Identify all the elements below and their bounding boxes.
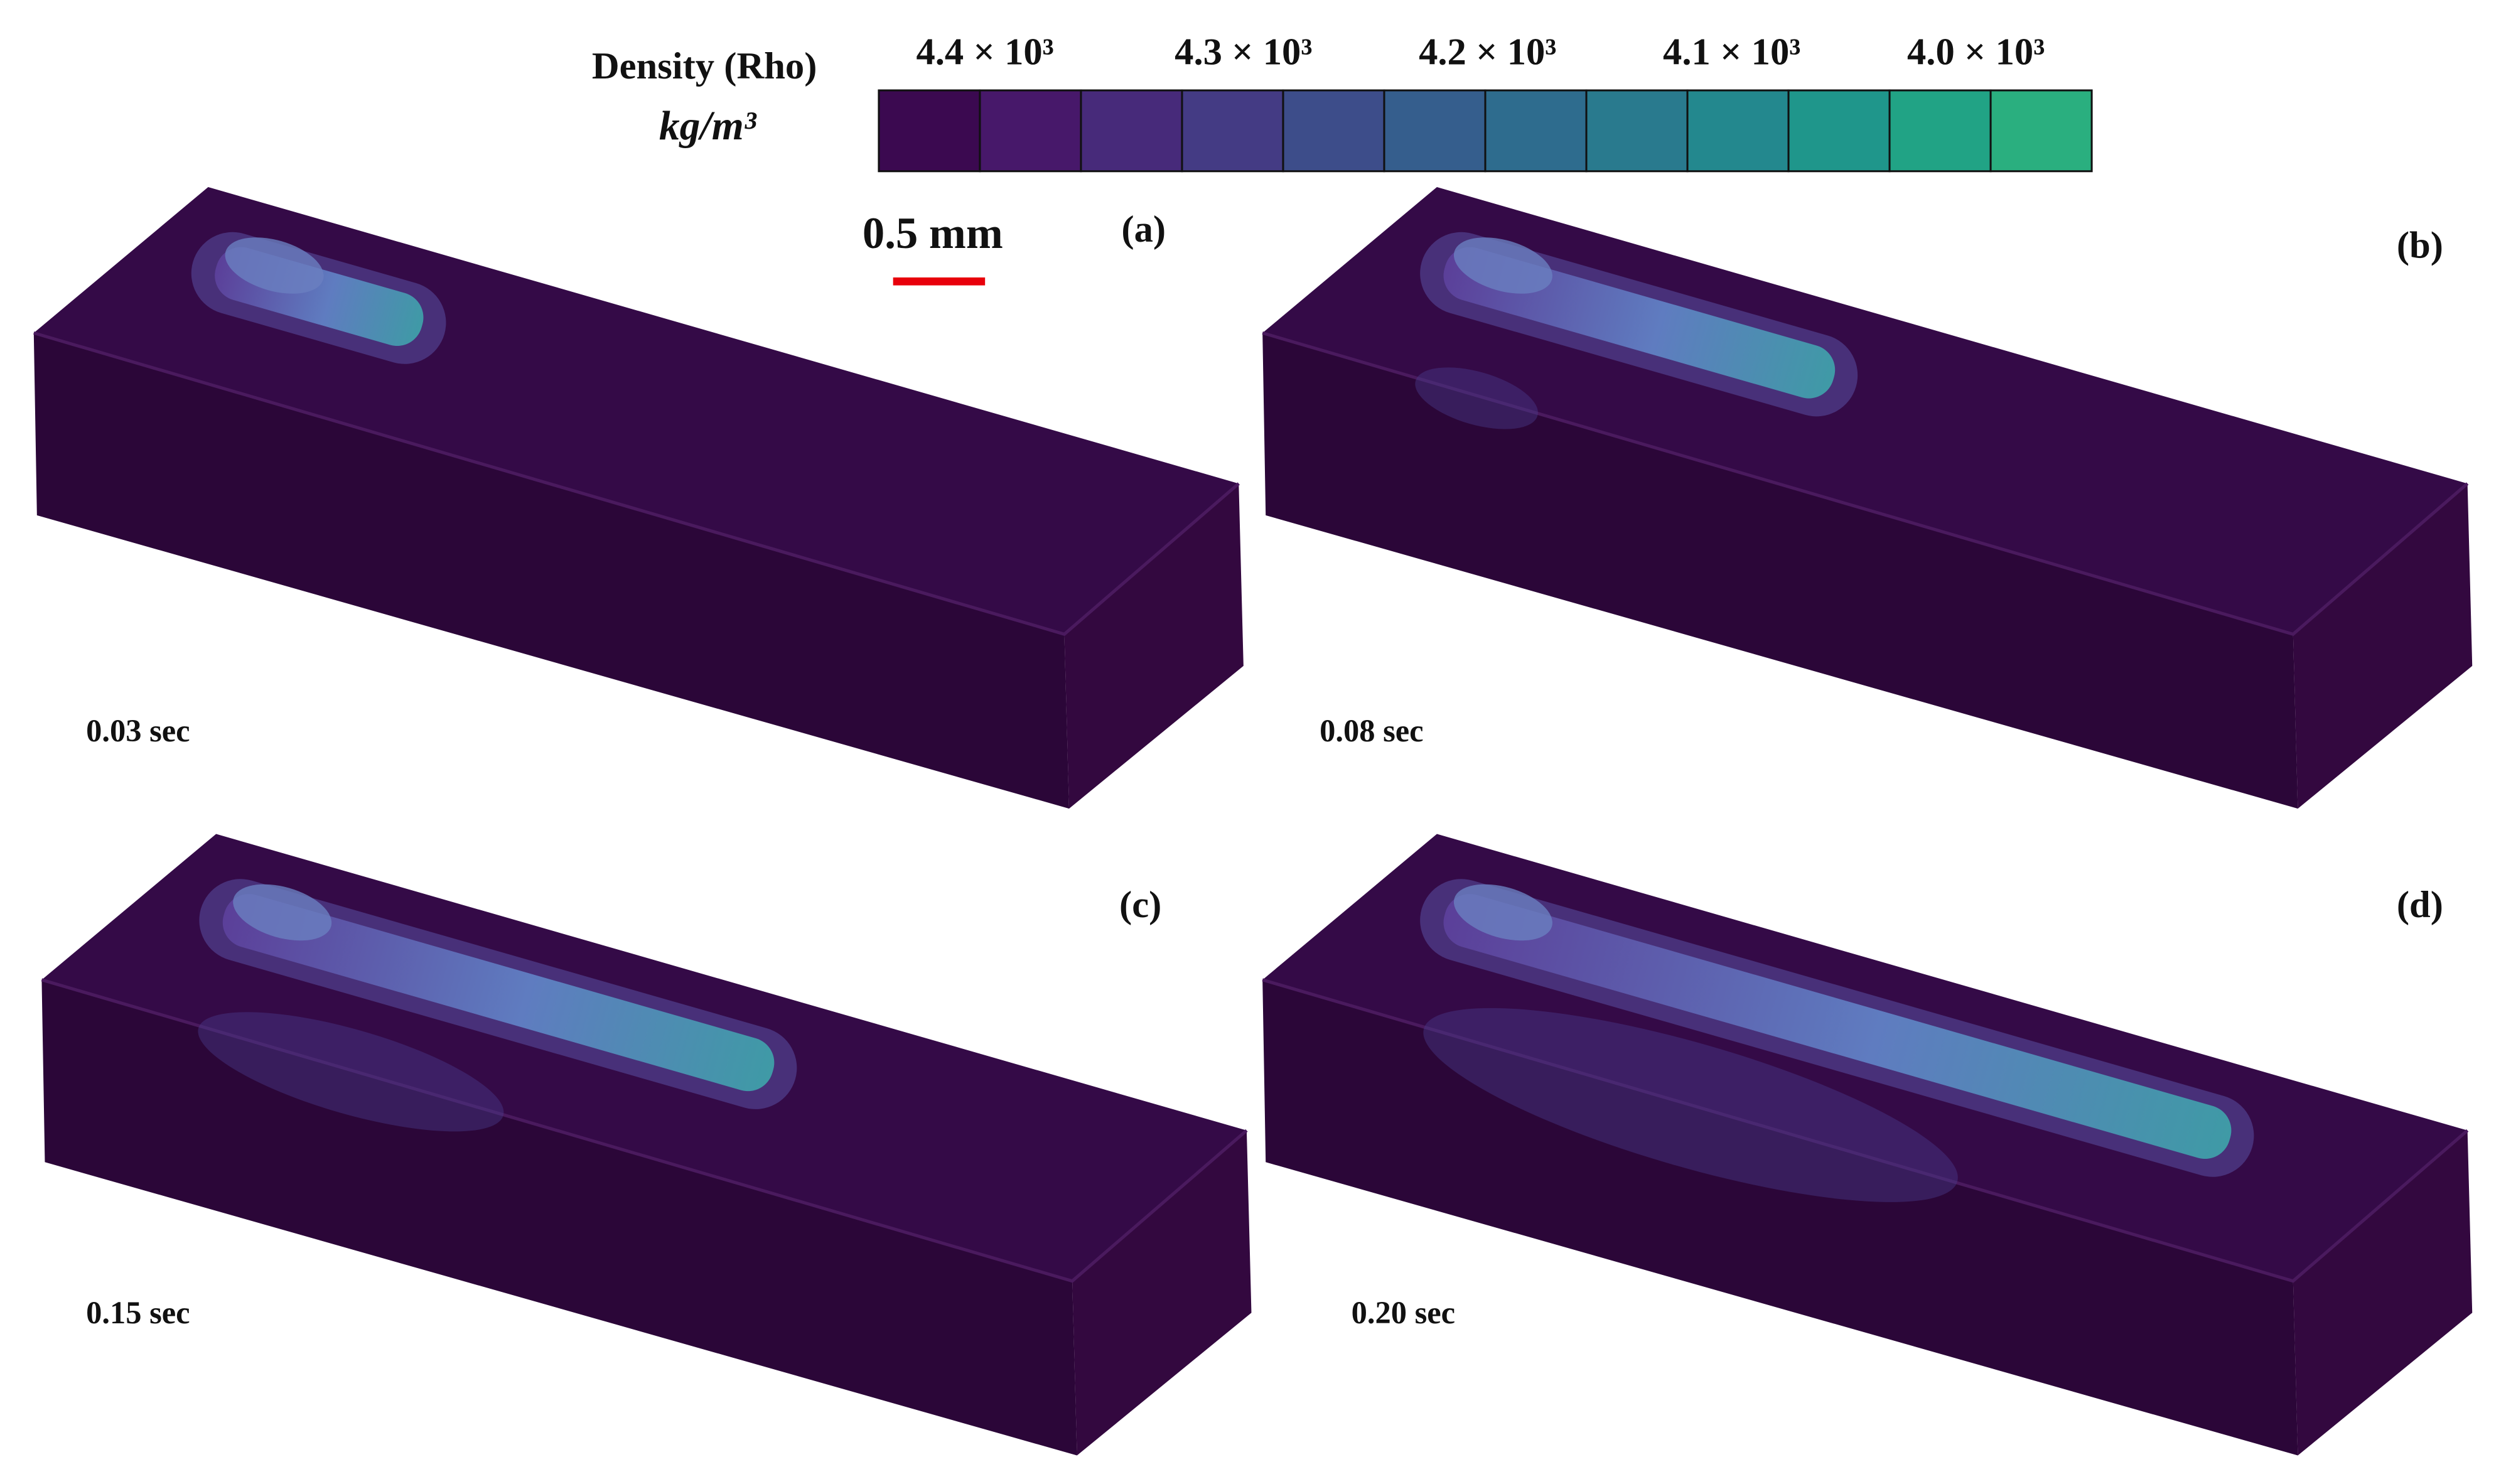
block-front bbox=[33, 333, 1070, 809]
block-edge bbox=[1262, 331, 2469, 637]
colorbar-tick-label: 4.1 × 10³ bbox=[1663, 31, 1800, 73]
colorbar-segment bbox=[1080, 89, 1183, 173]
melt-pool bbox=[222, 894, 775, 1092]
block-right bbox=[2293, 1130, 2473, 1456]
colorbar-segment bbox=[1888, 89, 1992, 173]
melt-head bbox=[225, 237, 324, 294]
melt-track bbox=[1420, 232, 1858, 417]
panel: (d) 0.20 sec bbox=[1262, 834, 2473, 1456]
colorbar-unit: kg/m³ bbox=[659, 103, 757, 149]
melt-track bbox=[199, 879, 797, 1109]
melt-head bbox=[233, 884, 332, 941]
colorbar-segment bbox=[1484, 89, 1588, 173]
colorbar-tick-label: 4.2 × 10³ bbox=[1419, 31, 1556, 73]
panels: (a) 0.03 sec (b) 0.08 sec (c) 0.15 sec (d) 0.20… bbox=[33, 187, 2473, 1456]
panel-time: 0.20 sec bbox=[1352, 1295, 1455, 1330]
colorbar-segment bbox=[1787, 89, 1891, 173]
colorbar-segment bbox=[1383, 89, 1487, 173]
panel-label: (b) bbox=[2397, 224, 2443, 266]
melt-track bbox=[1420, 879, 2254, 1177]
panel-label: (d) bbox=[2397, 884, 2443, 926]
colorbar-segment bbox=[878, 89, 981, 173]
block-right bbox=[2293, 483, 2473, 809]
panel: (c) 0.15 sec bbox=[41, 834, 1252, 1456]
colorbar-segment bbox=[1686, 89, 1790, 173]
colorbar-segment bbox=[1989, 89, 2093, 173]
colorbar-segment bbox=[1282, 89, 1385, 173]
melt-head bbox=[1453, 884, 1552, 941]
block-right bbox=[1064, 483, 1244, 809]
panel: (b) 0.08 sec bbox=[1262, 187, 2473, 809]
panel-label: (c) bbox=[1119, 884, 1161, 926]
colorbar-tick-label: 4.3 × 10³ bbox=[1175, 31, 1312, 73]
block-edge bbox=[1262, 978, 2469, 1283]
block-front bbox=[1262, 979, 2298, 1456]
melt-track bbox=[191, 232, 446, 364]
colorbar-tick-label: 4.0 × 10³ bbox=[1907, 31, 2045, 73]
melt-head bbox=[1453, 237, 1552, 294]
block-right bbox=[1072, 1130, 1252, 1456]
panel-label: (a) bbox=[1121, 208, 1166, 250]
scale-bar-label: 0.5 mm bbox=[863, 209, 1003, 258]
block-front bbox=[1262, 333, 2298, 809]
colorbar-tick-label: 4.4 × 10³ bbox=[916, 31, 1053, 73]
melt-pool bbox=[1443, 894, 2232, 1159]
colorbar-segment bbox=[979, 89, 1082, 173]
scale-bar bbox=[893, 277, 986, 286]
block-edge bbox=[41, 978, 1248, 1283]
subsurface-pool bbox=[1423, 1008, 1958, 1202]
block-edge bbox=[33, 331, 1240, 637]
colorbar: 4.4 × 10³ 4.3 × 10³ 4.2 × 10³ 4.1 × 10³ 4.0 … bbox=[878, 31, 2093, 173]
colorbar-title: Density (Rho) bbox=[592, 45, 817, 87]
panel: (a) 0.03 sec bbox=[33, 187, 1244, 809]
panel-time: 0.15 sec bbox=[86, 1295, 190, 1330]
colorbar-segment bbox=[1181, 89, 1284, 173]
subsurface-pool bbox=[198, 1012, 504, 1132]
panel-time: 0.03 sec bbox=[86, 713, 190, 748]
block-front bbox=[41, 979, 1077, 1456]
colorbar-segment bbox=[1585, 89, 1689, 173]
subsurface-pool bbox=[1415, 367, 1538, 429]
panel-time: 0.08 sec bbox=[1320, 713, 1423, 748]
